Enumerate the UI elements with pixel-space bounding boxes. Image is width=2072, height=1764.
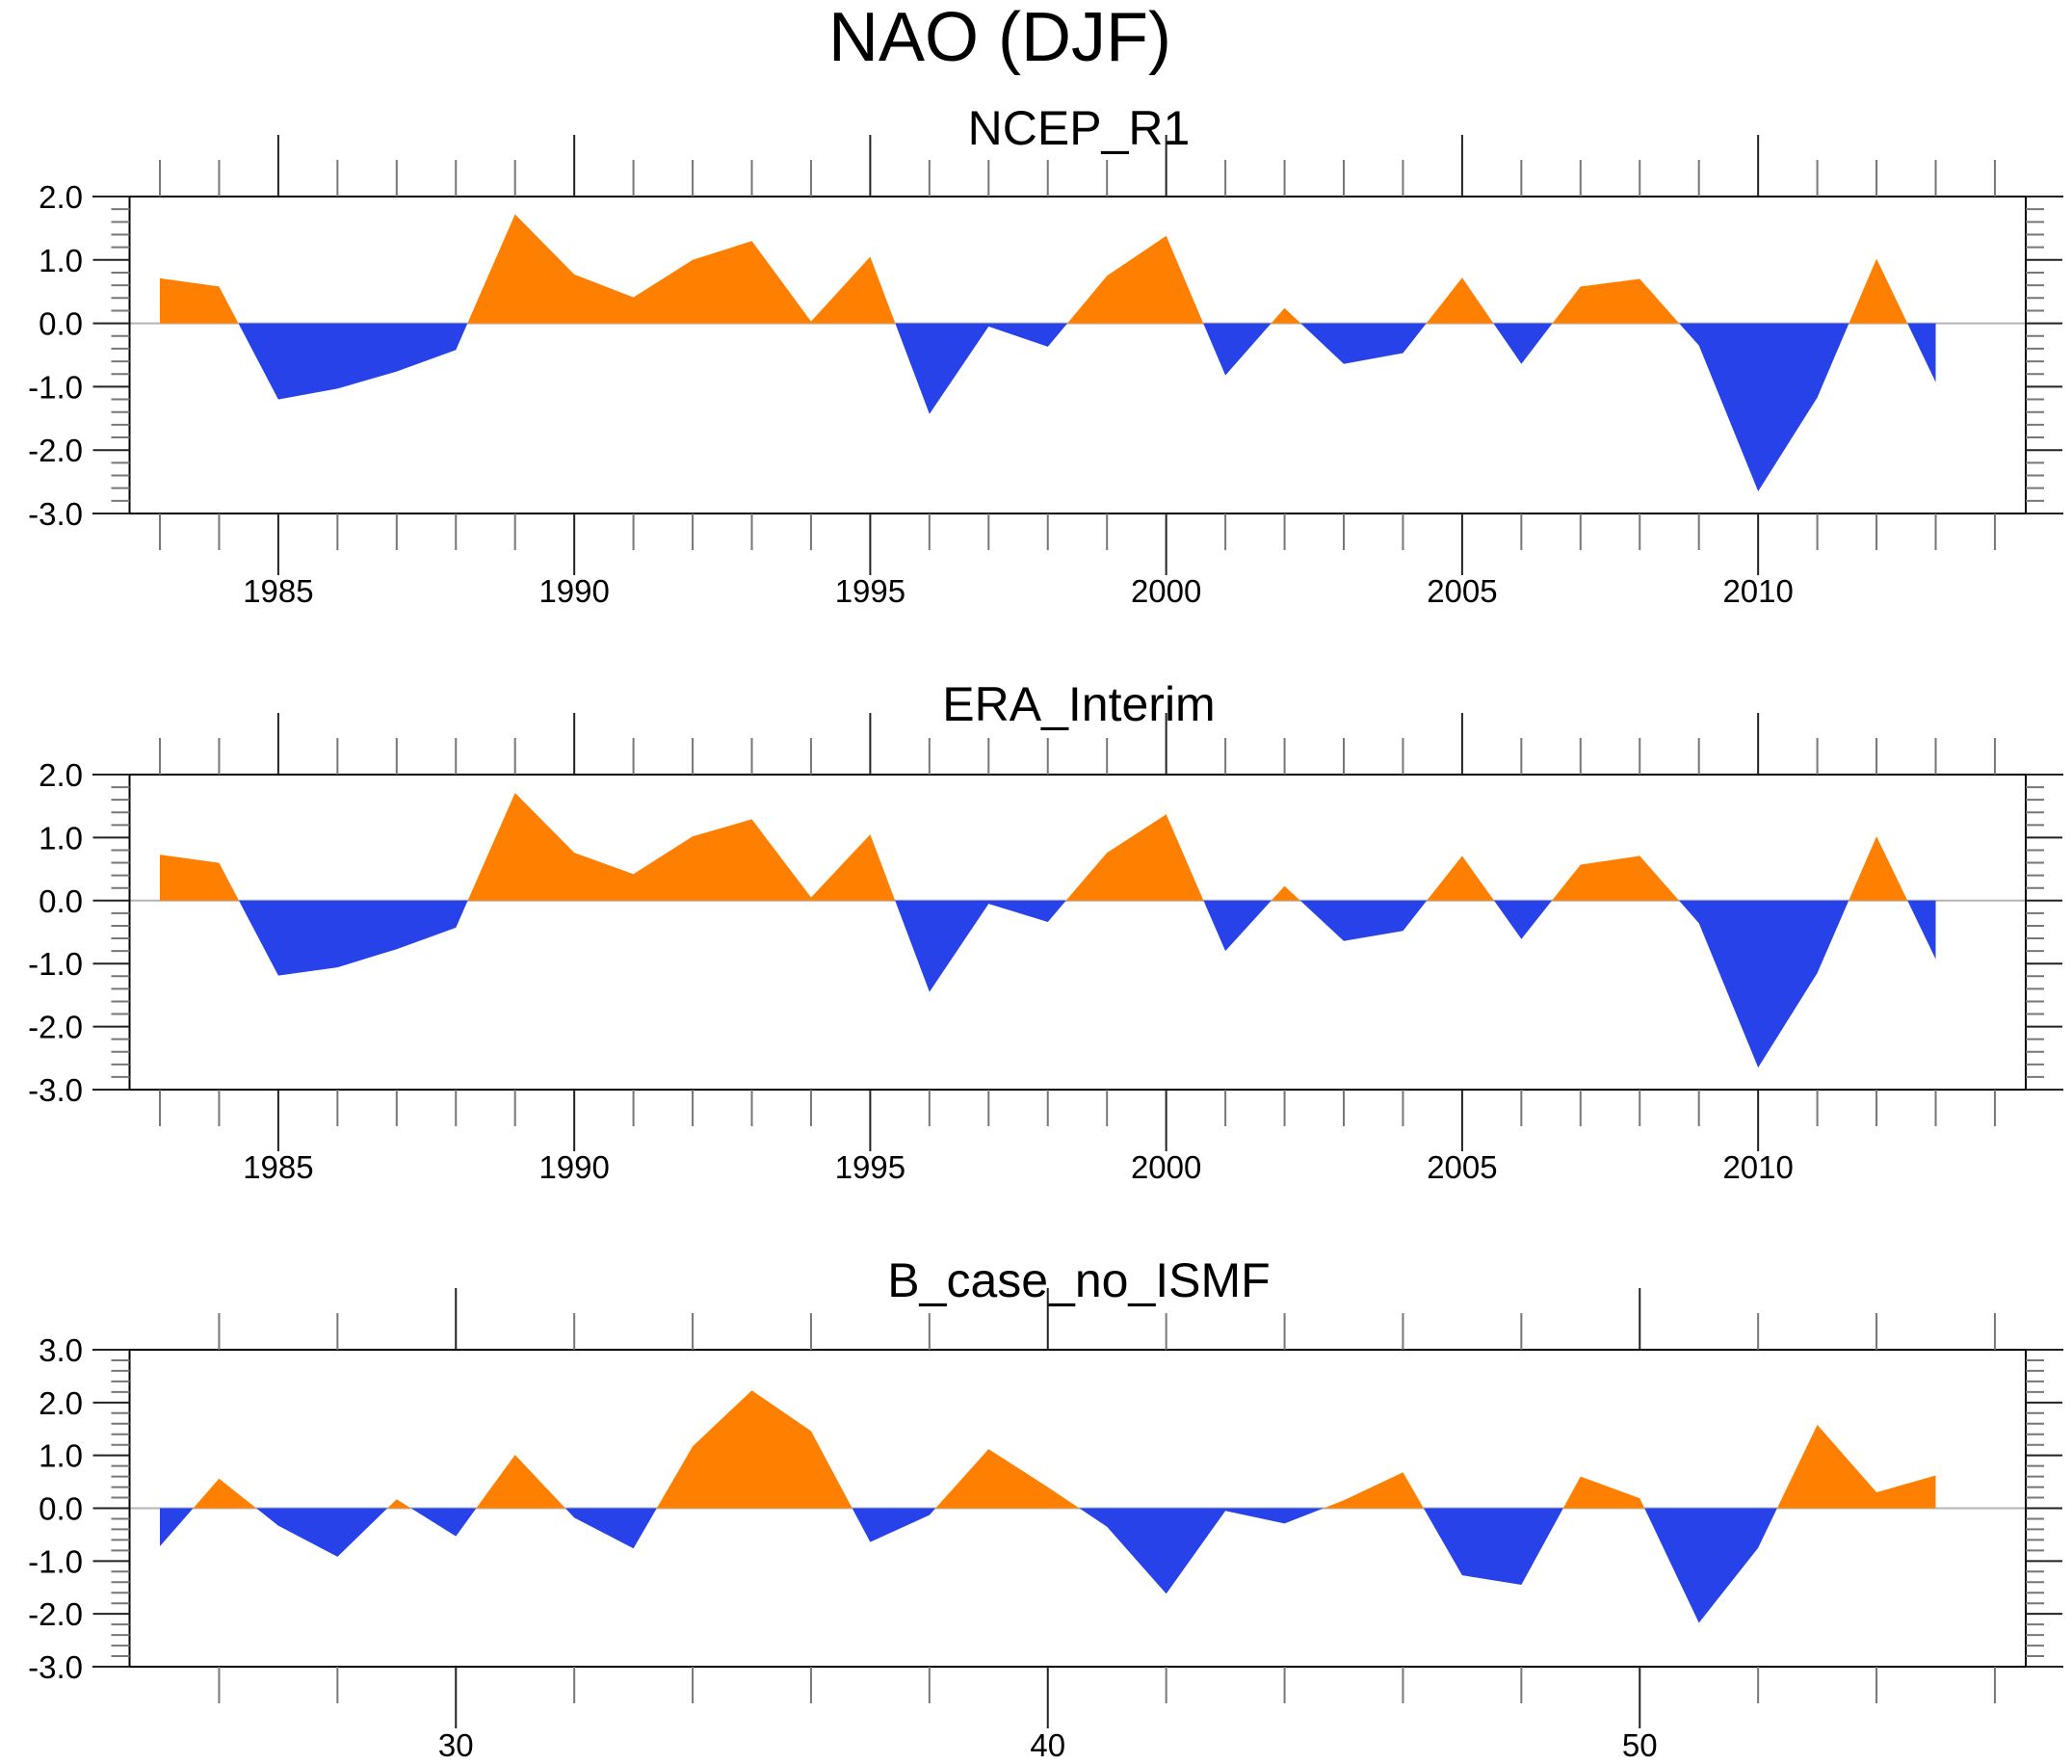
axes [92, 1288, 2063, 1728]
positive-area-10 [1552, 856, 1679, 901]
panel-title: B_case_no_ISMF [887, 1253, 1270, 1307]
axes [92, 135, 2063, 575]
y-tick-labels: 3.0 2.0 1.0 0.0 -1.0 -2.0 -3.0 [28, 1332, 83, 1685]
negative-area-5 [1203, 900, 1272, 952]
x-tick-label: 1990 [538, 1149, 609, 1185]
y-tick-label: 3.0 [39, 1332, 83, 1368]
y-tick-label: 1.0 [39, 243, 83, 278]
negative-area-4 [410, 1508, 477, 1537]
panel-b-case-no-ismf: B_case_no_ISMF 3.02.01.00.0-1.0-2.0-3.0 … [28, 1253, 2063, 1763]
x-tick-label: 2010 [1722, 573, 1793, 609]
positive-area-2 [467, 793, 896, 901]
positive-area-13 [1562, 1476, 1645, 1509]
x-tick-label: 2010 [1722, 1149, 1793, 1185]
positive-area-0 [160, 855, 239, 901]
positive-area-8 [1426, 277, 1494, 324]
y-tick-label: 0.0 [39, 306, 83, 342]
positive-area-8 [1427, 856, 1494, 901]
positive-area-9 [935, 1449, 1080, 1509]
y-tick-label: -3.0 [28, 1072, 83, 1108]
x-tick-label: 1985 [243, 573, 313, 609]
area-marks [129, 1390, 2026, 1623]
x-tick-labels: 1985 1990 1995 2000 2005 2010 [243, 1149, 1794, 1185]
negative-area-1 [239, 900, 468, 976]
positive-area-0 [160, 277, 239, 324]
negative-area-9 [1493, 323, 1553, 364]
panel-ncep-r1: NCEP_R1 2.01.00.0-1.0-2.0-3.0 1985 1990 19… [28, 101, 2063, 609]
x-tick-label: 2005 [1427, 1149, 1497, 1185]
negative-area-0 [160, 1508, 194, 1546]
y-tick-labels: 2.0 1.0 0.0 -1.0 -2.0 -3.0 [28, 179, 83, 532]
area-marks [129, 214, 2026, 491]
x-tick-label: 50 [1622, 1727, 1658, 1763]
x-tick-labels: 1985 1990 1995 2000 2005 2010 [243, 573, 1794, 609]
y-tick-label: -1.0 [28, 369, 83, 405]
y-tick-label: -2.0 [28, 1010, 83, 1045]
positive-area-12 [1849, 258, 1908, 324]
y-tick-label: -2.0 [28, 433, 83, 468]
positive-area-1 [193, 1478, 257, 1509]
y-tick-label: 1.0 [39, 820, 83, 856]
x-tick-label: 2000 [1131, 573, 1201, 609]
positive-area-6 [1271, 307, 1301, 324]
negative-area-11 [1679, 900, 1849, 1068]
y-tick-label: -3.0 [28, 496, 83, 532]
panel-title: ERA_Interim [942, 677, 1215, 731]
positive-area-2 [467, 214, 896, 324]
x-tick-label: 2000 [1131, 1149, 1201, 1185]
negative-area-8 [852, 1508, 936, 1542]
positive-area-11 [1324, 1472, 1424, 1509]
area-marks [129, 793, 2026, 1068]
positive-area-4 [1067, 235, 1204, 324]
positive-area-12 [1849, 836, 1908, 901]
panel-title: NCEP_R1 [968, 101, 1191, 155]
positive-area-10 [1552, 278, 1680, 324]
negative-area-10 [1079, 1508, 1325, 1594]
negative-area-7 [1300, 323, 1427, 364]
y-tick-label: 0.0 [39, 1491, 83, 1527]
negative-area-1 [238, 323, 468, 400]
positive-area-7 [656, 1390, 852, 1509]
y-tick-label: 2.0 [39, 179, 83, 215]
y-tick-label: 0.0 [39, 883, 83, 919]
x-tick-label: 40 [1030, 1727, 1065, 1763]
axes [92, 713, 2063, 1151]
y-tick-label: -3.0 [28, 1649, 83, 1685]
positive-area-3 [387, 1499, 411, 1509]
x-tick-label: 1990 [538, 573, 609, 609]
y-tick-label: -1.0 [28, 1543, 83, 1579]
negative-area-14 [1644, 1508, 1777, 1623]
negative-area-7 [1299, 900, 1428, 941]
x-tick-label: 1985 [243, 1149, 313, 1185]
negative-area-2 [256, 1508, 388, 1557]
negative-area-12 [1423, 1508, 1563, 1585]
x-tick-labels: 30 40 50 [438, 1727, 1658, 1763]
y-tick-label: 2.0 [39, 757, 83, 793]
positive-area-5 [476, 1455, 565, 1509]
positive-area-4 [1065, 814, 1204, 901]
y-tick-label: 1.0 [39, 1438, 83, 1474]
negative-area-3 [895, 900, 1066, 992]
negative-area-13 [1907, 323, 1936, 382]
x-tick-label: 1995 [835, 1149, 905, 1185]
negative-area-6 [564, 1508, 657, 1549]
y-tick-label: 2.0 [39, 1385, 83, 1421]
negative-area-9 [1494, 900, 1553, 939]
negative-area-3 [895, 323, 1068, 414]
y-tick-label: -1.0 [28, 946, 83, 982]
x-tick-label: 1995 [835, 573, 905, 609]
y-tick-labels: 2.0 1.0 0.0 -1.0 -2.0 -3.0 [28, 757, 83, 1108]
y-tick-label: -2.0 [28, 1596, 83, 1632]
figure-title: NAO (DJF) [828, 0, 1171, 76]
negative-area-13 [1907, 900, 1936, 960]
x-tick-label: 2005 [1427, 573, 1497, 609]
x-tick-label: 30 [438, 1727, 474, 1763]
positive-area-15 [1776, 1424, 1936, 1509]
panel-era-interim: ERA_Interim 2.01.00.0-1.0-2.0-3.0 1985 19… [28, 677, 2063, 1185]
positive-area-6 [1271, 885, 1300, 901]
negative-area-5 [1203, 323, 1272, 376]
negative-area-11 [1679, 323, 1849, 491]
